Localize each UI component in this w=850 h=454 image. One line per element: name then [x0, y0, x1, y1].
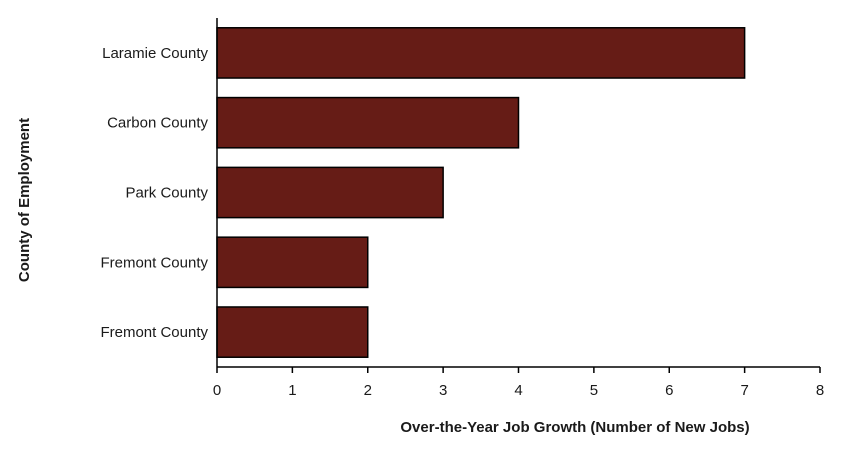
category-label-0: Laramie County [102, 45, 208, 62]
x-tick-label-6: 6 [665, 382, 673, 399]
x-axis-title: Over-the-Year Job Growth (Number of New … [400, 419, 749, 436]
bar-4 [216, 306, 369, 358]
category-labels: Laramie County Carbon County Park County Fr… [100, 45, 208, 341]
category-label-1: Carbon County [107, 115, 208, 132]
x-tick-label-0: 0 [213, 382, 221, 399]
bar-1 [216, 96, 520, 149]
category-label-2: Park County [125, 185, 208, 202]
x-tick-label-7: 7 [740, 382, 748, 399]
category-label-4: Fremont County [100, 324, 208, 341]
bar-3 [216, 236, 369, 289]
x-tick-label-4: 4 [514, 382, 522, 399]
category-label-3: Fremont County [100, 254, 208, 271]
tick-labels: 0 1 2 3 4 5 6 7 8 [213, 382, 824, 399]
y-axis-title: County of Employment [16, 118, 33, 282]
x-tick-label-2: 2 [364, 382, 372, 399]
bar-2 [216, 166, 444, 219]
bars-group [216, 27, 746, 358]
x-tick-label-1: 1 [288, 382, 296, 399]
x-tick-label-3: 3 [439, 382, 447, 399]
x-tick-label-5: 5 [590, 382, 598, 399]
axes-group [216, 18, 821, 373]
bar-0 [216, 27, 746, 79]
x-tick-label-8: 8 [816, 382, 824, 399]
